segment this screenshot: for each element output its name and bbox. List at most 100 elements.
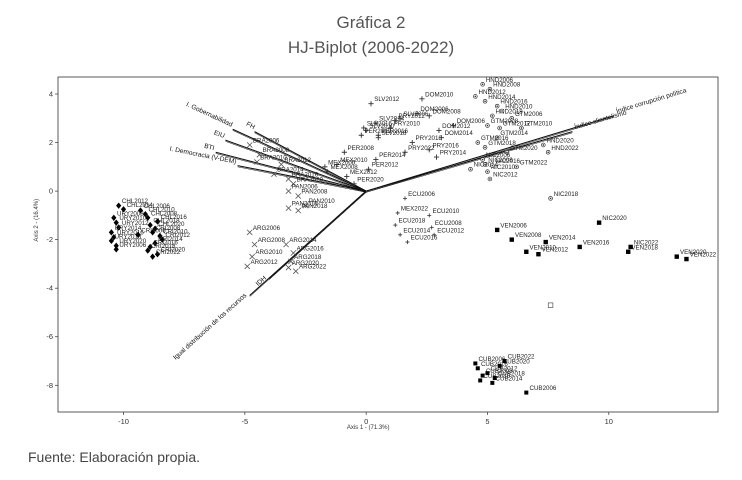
point-label: CRI2008	[156, 225, 181, 232]
series-group	[547, 302, 554, 308]
data-point: HND2020	[541, 137, 574, 148]
point-marker-dot	[484, 146, 486, 149]
point-marker-dot	[542, 144, 545, 146]
point-marker	[674, 254, 679, 259]
point-marker	[113, 242, 119, 249]
point-marker-dot	[481, 158, 484, 161]
data-point: BRA2010	[254, 154, 287, 165]
point-label: BRA2012	[284, 157, 311, 164]
data-point: SLV2010	[363, 123, 395, 134]
point-label: HND2018	[496, 108, 524, 115]
point-label: PRY2010	[394, 120, 421, 127]
point-label: CRI2020	[161, 247, 186, 254]
data-point: HND2012	[473, 89, 506, 99]
data-point: DOM2012	[436, 123, 471, 134]
data-point: ARG2018	[288, 254, 322, 265]
point-marker	[492, 376, 497, 381]
point-marker-dot	[491, 164, 494, 167]
point-marker	[150, 229, 156, 236]
data-point: BRA2014	[271, 167, 304, 177]
point-marker	[478, 378, 483, 383]
point-label: CRI2014	[158, 236, 183, 243]
point-marker	[475, 366, 480, 371]
point-marker	[438, 135, 444, 141]
data-point: CRI2016	[147, 239, 178, 251]
point-label: PRY2016	[432, 142, 459, 149]
point-label: SLV2016	[367, 120, 393, 127]
data-point: BRA2006	[246, 137, 280, 148]
point-marker	[524, 249, 529, 254]
point-marker	[361, 125, 367, 131]
point-label: CRI2010	[163, 229, 188, 236]
point-marker	[480, 373, 485, 378]
point-marker	[283, 241, 289, 248]
data-point: SLV2012	[368, 96, 400, 107]
point-label: DOM2006	[457, 118, 486, 125]
point-marker-dot	[510, 117, 513, 120]
vector-label: I. Gobernabilidad	[185, 101, 234, 129]
point-marker-dot	[501, 110, 503, 112]
point-label: ECU2008	[435, 220, 462, 227]
point-marker-dot	[489, 88, 491, 90]
vector-line-shadow	[249, 192, 367, 297]
point-marker	[365, 166, 372, 172]
point-marker	[147, 221, 153, 229]
point-label: VEN2016	[583, 239, 610, 246]
point-label: URY2010	[119, 215, 146, 222]
data-point: CUB2022	[502, 354, 535, 364]
point-marker-dot	[496, 105, 498, 107]
data-point: ECU2006	[402, 191, 436, 201]
point-label: SLV2012	[374, 96, 400, 103]
point-marker	[322, 164, 328, 170]
data-point: PER2014	[373, 152, 406, 163]
point-label: CRI2018	[151, 243, 176, 250]
plot-frame	[57, 76, 719, 413]
data-point: MEX2012	[344, 169, 378, 180]
point-label: VEN2020	[680, 249, 707, 256]
data-point: NIC2016	[490, 158, 521, 168]
point-marker	[509, 237, 514, 242]
data-point: URY2008	[111, 210, 144, 221]
data-point: CUB2008	[480, 368, 513, 378]
point-label: CUB2006	[530, 385, 557, 392]
data-point: CHL2008	[145, 210, 178, 221]
vector-line-shadow	[366, 132, 573, 193]
point-label: MEX2012	[350, 169, 378, 176]
data-point: DOM2006	[414, 106, 449, 117]
point-marker	[251, 241, 258, 248]
y-tick-label: 0	[49, 187, 53, 196]
data-point: DOM2006	[450, 118, 486, 129]
data-point: CUB2014	[490, 375, 523, 385]
y-tick-label: -2	[46, 235, 53, 244]
point-marker	[368, 101, 374, 107]
point-label: DOM2012	[442, 123, 471, 130]
data-point: ECU2016	[405, 235, 438, 245]
point-label: CUB2012	[491, 366, 518, 373]
data-point: ARG2008	[251, 237, 285, 248]
point-marker	[626, 249, 631, 254]
data-point: CHL2018	[147, 218, 180, 229]
point-marker	[450, 122, 457, 129]
data-point: VEN2012	[536, 247, 569, 257]
data-point: CHL2006	[137, 203, 170, 214]
point-marker	[429, 225, 434, 230]
point-label: BRA2010	[260, 154, 287, 161]
point-marker	[375, 135, 381, 141]
point-label: NIC2020	[602, 215, 627, 222]
vector-line	[254, 131, 367, 192]
point-marker	[150, 253, 156, 260]
data-point: NIC2010	[485, 164, 516, 174]
point-label: CHL2014	[127, 202, 154, 209]
point-label: DOM2008	[432, 108, 461, 115]
point-label: DOM2006	[420, 106, 449, 113]
data-point: ECU2010	[427, 208, 460, 218]
chart-subtitle: HJ-Biplot (2006-2022)	[287, 38, 455, 57]
point-label: GTM2012	[503, 120, 531, 127]
data-point: MEX2022	[395, 205, 429, 215]
data-point: URY2012	[116, 220, 149, 231]
data-point: CRI2022	[150, 249, 181, 260]
x-tick-label: -10	[118, 417, 129, 426]
point-label: ARG2014	[289, 237, 317, 244]
point-marker	[113, 246, 119, 253]
